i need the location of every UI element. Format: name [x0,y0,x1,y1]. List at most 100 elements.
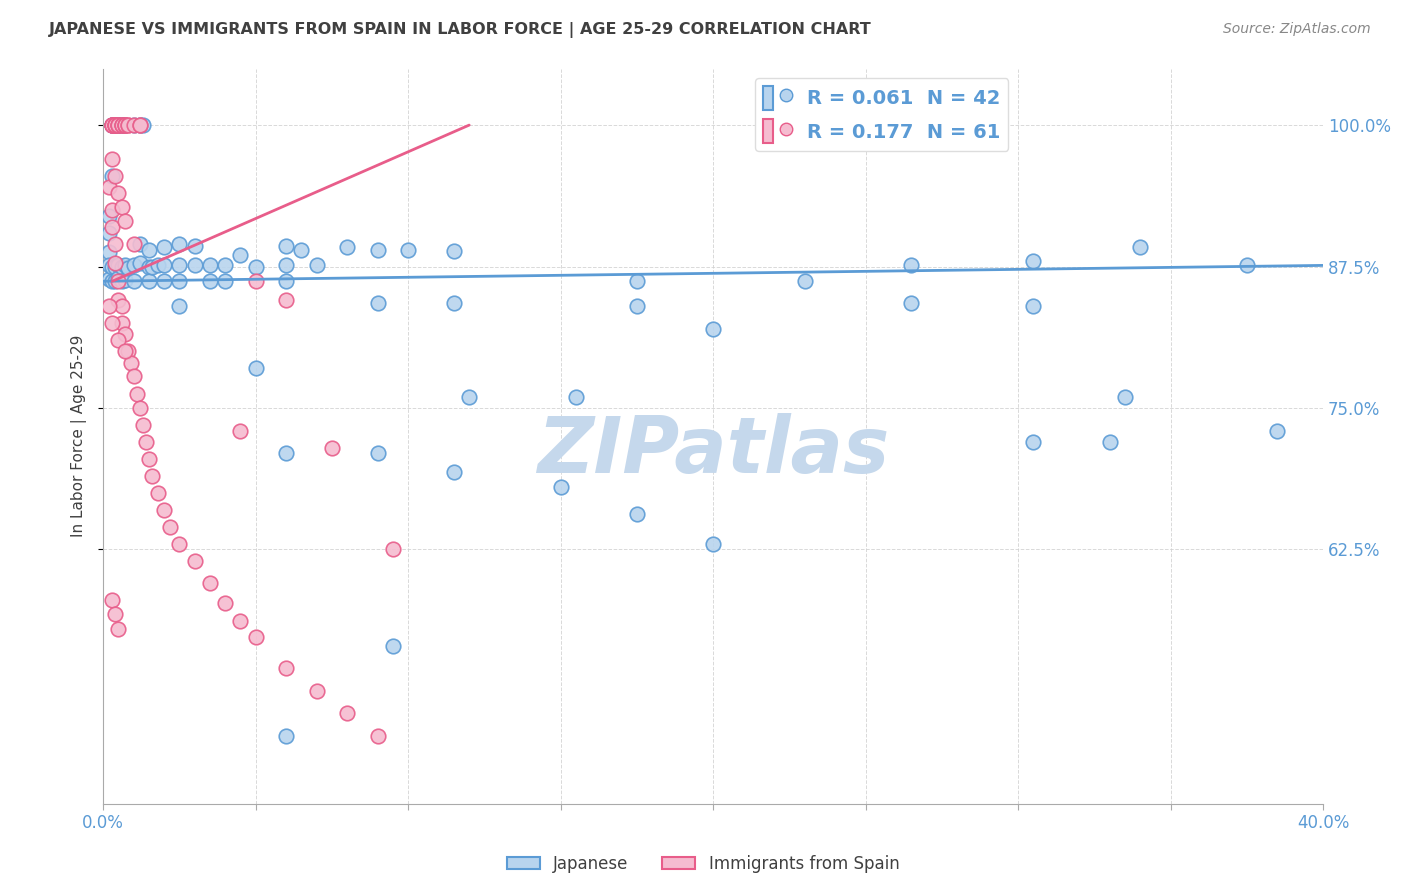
Point [107,186,129,200]
Point [98,244,121,259]
Text: JAPANESE VS IMMIGRANTS FROM SPAIN IN LABOR FORCE | AGE 25-29 CORRELATION CHART: JAPANESE VS IMMIGRANTS FROM SPAIN IN LAB… [49,22,872,38]
Point [245,361,267,376]
Point [101,118,124,132]
Point [276,274,298,288]
Point [104,118,127,132]
Point [276,446,298,460]
Point [169,299,191,313]
Point [101,118,124,132]
Point [110,118,132,132]
Point [550,480,572,494]
Point [198,274,221,288]
Point [128,118,150,132]
Point [114,118,136,132]
Point [367,243,389,257]
Point [104,260,127,274]
Point [104,118,127,132]
Point [793,274,815,288]
Point [98,226,121,240]
Point [101,118,124,132]
Point [367,729,389,743]
Point [114,273,136,287]
Point [305,683,328,698]
Legend: Japanese, Immigrants from Spain: Japanese, Immigrants from Spain [501,848,905,880]
Y-axis label: In Labor Force | Age 25-29: In Labor Force | Age 25-29 [72,335,87,538]
Point [141,260,163,274]
Point [98,259,121,273]
Point [128,236,150,251]
Point [138,243,160,257]
Point [107,274,129,288]
Point [702,322,724,336]
Point [153,274,176,288]
Point [104,236,127,251]
Point [229,614,252,628]
Point [138,274,160,288]
Point [104,118,127,132]
Point [132,417,155,432]
Text: ZIPatlas: ZIPatlas [537,413,890,489]
Point [107,118,129,132]
Point [169,259,191,273]
Point [336,706,359,721]
Point [122,118,145,132]
Point [183,239,205,253]
Point [396,243,419,257]
Point [98,209,121,223]
Point [114,118,136,132]
Point [276,661,298,675]
Point [626,508,648,522]
Point [122,236,145,251]
Point [117,344,139,359]
Point [104,274,127,288]
Point [104,169,127,183]
Point [117,260,139,275]
Point [107,270,129,285]
Point [101,260,124,274]
Point [104,256,127,270]
Point [110,118,132,132]
Point [321,441,343,455]
Point [107,333,129,347]
Point [900,295,922,310]
Point [336,240,359,254]
Point [110,118,132,132]
Point [702,537,724,551]
Point [98,299,121,313]
Point [114,118,136,132]
Point [114,214,136,228]
Point [169,537,191,551]
Point [141,468,163,483]
Point [138,451,160,466]
Point [1022,299,1045,313]
Point [101,274,124,288]
Point [183,554,205,568]
Point [214,274,236,288]
Point [245,274,267,288]
Point [110,118,132,132]
Point [367,446,389,460]
Point [1098,434,1121,449]
Point [626,299,648,313]
Point [1129,240,1152,254]
Point [367,295,389,310]
Point [565,390,588,404]
Point [104,118,127,132]
Point [214,259,236,273]
Point [153,240,176,254]
Point [101,118,124,132]
Point [276,239,298,253]
Point [101,169,124,183]
Point [107,118,129,132]
Point [135,434,157,449]
Point [104,118,127,132]
Point [128,256,150,270]
Text: Source: ZipAtlas.com: Source: ZipAtlas.com [1223,22,1371,37]
Point [107,259,129,273]
Point [101,118,124,132]
Point [122,369,145,384]
Point [198,576,221,591]
Point [146,485,169,500]
Point [128,401,150,415]
Point [626,274,648,288]
